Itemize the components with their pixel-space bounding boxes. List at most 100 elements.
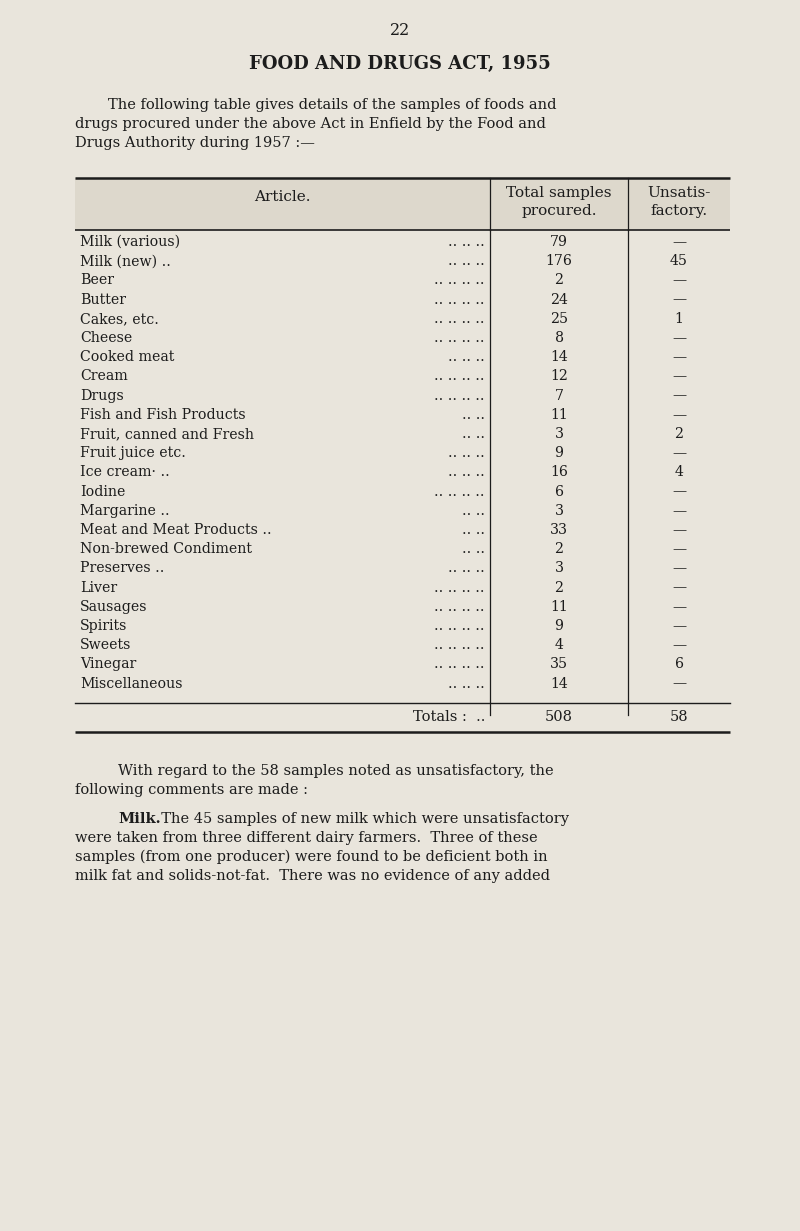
Text: Totals :  ..: Totals : .. (413, 710, 485, 724)
Text: Sausages: Sausages (80, 599, 147, 614)
Text: 3: 3 (554, 427, 563, 441)
Text: drugs procured under the above Act in Enfield by the Food and: drugs procured under the above Act in En… (75, 117, 546, 130)
Text: 6: 6 (554, 485, 563, 499)
Text: .. .. ..: .. .. .. (448, 254, 485, 268)
Text: .. .. .. ..: .. .. .. .. (434, 638, 485, 652)
Text: 35: 35 (550, 657, 568, 671)
Text: 7: 7 (554, 389, 563, 403)
Text: .. .. .. ..: .. .. .. .. (434, 273, 485, 287)
Text: —: — (672, 293, 686, 307)
Text: .. .. .. ..: .. .. .. .. (434, 389, 485, 403)
Text: Total samples
procured.: Total samples procured. (506, 186, 612, 218)
Text: Article.: Article. (254, 190, 310, 204)
Text: 14: 14 (550, 677, 568, 691)
Text: 2: 2 (674, 427, 683, 441)
Text: 25: 25 (550, 311, 568, 326)
Text: 2: 2 (554, 581, 563, 595)
Text: Milk.: Milk. (118, 811, 161, 826)
Text: Drugs Authority during 1957 :—: Drugs Authority during 1957 :— (75, 135, 315, 150)
Text: .. .. .. ..: .. .. .. .. (434, 619, 485, 633)
Text: —: — (672, 599, 686, 614)
Text: 11: 11 (550, 407, 568, 422)
Text: 11: 11 (550, 599, 568, 614)
Text: —: — (672, 503, 686, 518)
Text: —: — (672, 542, 686, 556)
Text: —: — (672, 485, 686, 499)
Text: Liver: Liver (80, 581, 117, 595)
Text: —: — (672, 619, 686, 633)
Text: —: — (672, 446, 686, 460)
Text: With regard to the 58 samples noted as unsatisfactory, the: With regard to the 58 samples noted as u… (118, 763, 554, 778)
Text: .. .. ..: .. .. .. (448, 465, 485, 479)
Text: .. ..: .. .. (462, 427, 485, 441)
Text: 14: 14 (550, 350, 568, 364)
Text: .. .. .. ..: .. .. .. .. (434, 293, 485, 307)
Text: .. .. .. ..: .. .. .. .. (434, 369, 485, 383)
Text: 6: 6 (674, 657, 683, 671)
Text: 22: 22 (390, 22, 410, 39)
Text: Iodine: Iodine (80, 485, 126, 499)
Text: 8: 8 (554, 331, 563, 345)
Text: .. .. .. ..: .. .. .. .. (434, 581, 485, 595)
Text: Milk (new) ..: Milk (new) .. (80, 254, 171, 268)
Text: The 45 samples of new milk which were unsatisfactory: The 45 samples of new milk which were un… (152, 811, 569, 826)
Text: .. .. .. ..: .. .. .. .. (434, 331, 485, 345)
Text: —: — (672, 407, 686, 422)
Text: .. .. .. ..: .. .. .. .. (434, 599, 485, 614)
Text: .. .. ..: .. .. .. (448, 561, 485, 575)
Text: 24: 24 (550, 293, 568, 307)
Text: Cakes, etc.: Cakes, etc. (80, 311, 159, 326)
Text: .. ..: .. .. (462, 503, 485, 518)
Text: 58: 58 (670, 710, 688, 724)
Text: samples (from one producer) were found to be deficient both in: samples (from one producer) were found t… (75, 849, 548, 864)
Text: Sweets: Sweets (80, 638, 131, 652)
Text: 3: 3 (554, 503, 563, 518)
Text: Unsatis-
factory.: Unsatis- factory. (647, 186, 710, 218)
Text: The following table gives details of the samples of foods and: The following table gives details of the… (108, 98, 557, 112)
Text: Fish and Fish Products: Fish and Fish Products (80, 407, 246, 422)
Text: Preserves ..: Preserves .. (80, 561, 164, 575)
Text: milk fat and solids-not-fat.  There was no evidence of any added: milk fat and solids-not-fat. There was n… (75, 869, 550, 883)
Text: Cream: Cream (80, 369, 128, 383)
Text: Milk (various): Milk (various) (80, 235, 180, 249)
Text: —: — (672, 350, 686, 364)
Text: following comments are made :: following comments are made : (75, 783, 308, 796)
Text: Fruit juice etc.: Fruit juice etc. (80, 446, 186, 460)
Text: 508: 508 (545, 710, 573, 724)
Text: 4: 4 (674, 465, 683, 479)
Text: 3: 3 (554, 561, 563, 575)
Text: 176: 176 (546, 254, 573, 268)
Text: —: — (672, 389, 686, 403)
Text: .. ..: .. .. (462, 542, 485, 556)
Text: 1: 1 (674, 311, 683, 326)
Text: —: — (672, 273, 686, 287)
Text: Ice cream· ..: Ice cream· .. (80, 465, 170, 479)
Text: .. .. .. ..: .. .. .. .. (434, 485, 485, 499)
Text: 33: 33 (550, 523, 568, 537)
Text: .. .. ..: .. .. .. (448, 446, 485, 460)
Text: .. ..: .. .. (462, 407, 485, 422)
Text: Butter: Butter (80, 293, 126, 307)
Text: .. .. ..: .. .. .. (448, 235, 485, 249)
Text: 4: 4 (554, 638, 563, 652)
Text: Spirits: Spirits (80, 619, 127, 633)
Text: —: — (672, 369, 686, 383)
Text: —: — (672, 638, 686, 652)
Text: .. ..: .. .. (462, 523, 485, 537)
Text: 16: 16 (550, 465, 568, 479)
Text: Non-brewed Condiment: Non-brewed Condiment (80, 542, 252, 556)
Text: 9: 9 (554, 446, 563, 460)
Text: Margarine ..: Margarine .. (80, 503, 170, 518)
Text: —: — (672, 235, 686, 249)
Text: —: — (672, 561, 686, 575)
Text: —: — (672, 331, 686, 345)
Text: .. .. ..: .. .. .. (448, 350, 485, 364)
Text: Beer: Beer (80, 273, 114, 287)
Text: 2: 2 (554, 542, 563, 556)
Text: .. .. ..: .. .. .. (448, 677, 485, 691)
Text: 45: 45 (670, 254, 688, 268)
Text: Cheese: Cheese (80, 331, 132, 345)
Text: Miscellaneous: Miscellaneous (80, 677, 182, 691)
Text: 12: 12 (550, 369, 568, 383)
Text: were taken from three different dairy farmers.  Three of these: were taken from three different dairy fa… (75, 831, 538, 844)
